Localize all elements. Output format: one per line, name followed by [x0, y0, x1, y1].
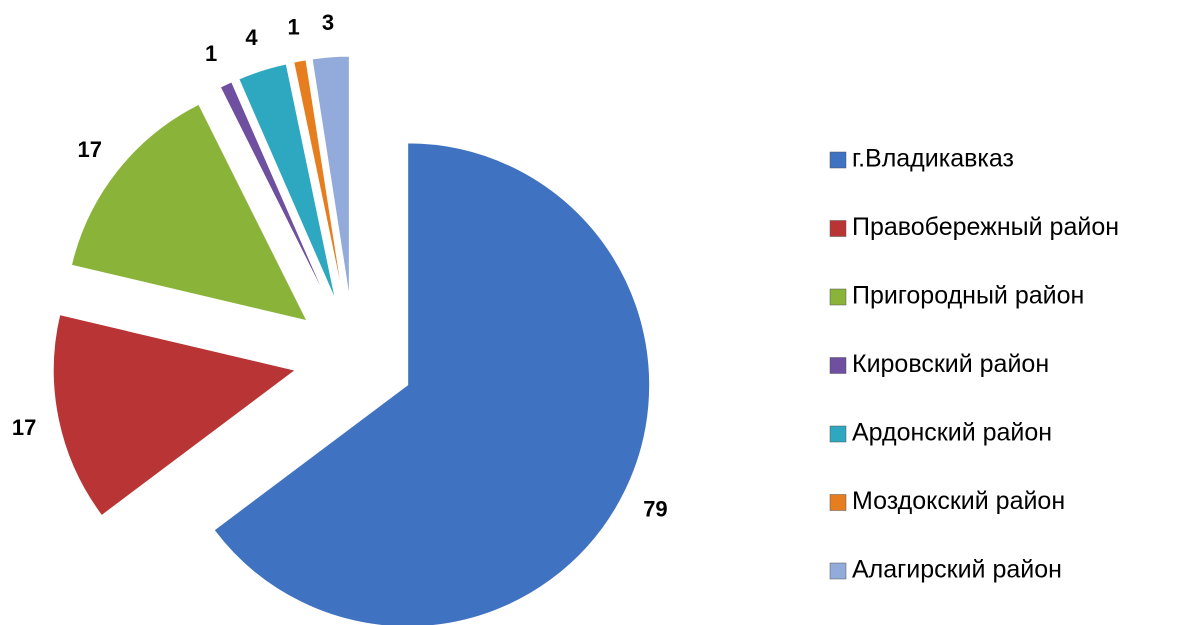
- legend-label: Кировский район: [852, 350, 1049, 378]
- data-label: 4: [245, 25, 258, 50]
- legend-label: Ардонский район: [852, 419, 1052, 447]
- pie-slice: [70, 103, 308, 322]
- legend: г.Владикавказ Правобережный район Пригород…: [829, 145, 1119, 584]
- data-label: 17: [78, 137, 102, 162]
- legend-swatch: [829, 288, 847, 306]
- legend-label: г.Владикавказ: [852, 145, 1014, 173]
- legend-label: Пригородный район: [852, 282, 1084, 310]
- legend-swatch: [829, 562, 847, 580]
- legend-swatch: [829, 220, 847, 237]
- pie-slice: [311, 55, 350, 299]
- data-label: 1: [205, 41, 217, 66]
- legend-label: Правобережный район: [852, 213, 1119, 241]
- data-label: 3: [322, 10, 334, 35]
- pie-slice: [213, 142, 651, 625]
- pie-slice: [219, 81, 330, 304]
- legend-swatch: [829, 494, 847, 511]
- legend-label: Алагирский район: [852, 556, 1062, 584]
- pie-slice: [293, 59, 344, 300]
- legend-swatch: [829, 151, 847, 169]
- data-label: 1: [287, 14, 299, 39]
- legend-swatch: [829, 425, 847, 443]
- pie-slice: [52, 314, 297, 517]
- legend-swatch: [829, 357, 847, 374]
- data-label: 17: [12, 415, 36, 440]
- pie-slice: [238, 63, 337, 302]
- legend-label: Моздокский район: [852, 487, 1065, 515]
- data-label: 79: [643, 497, 667, 522]
